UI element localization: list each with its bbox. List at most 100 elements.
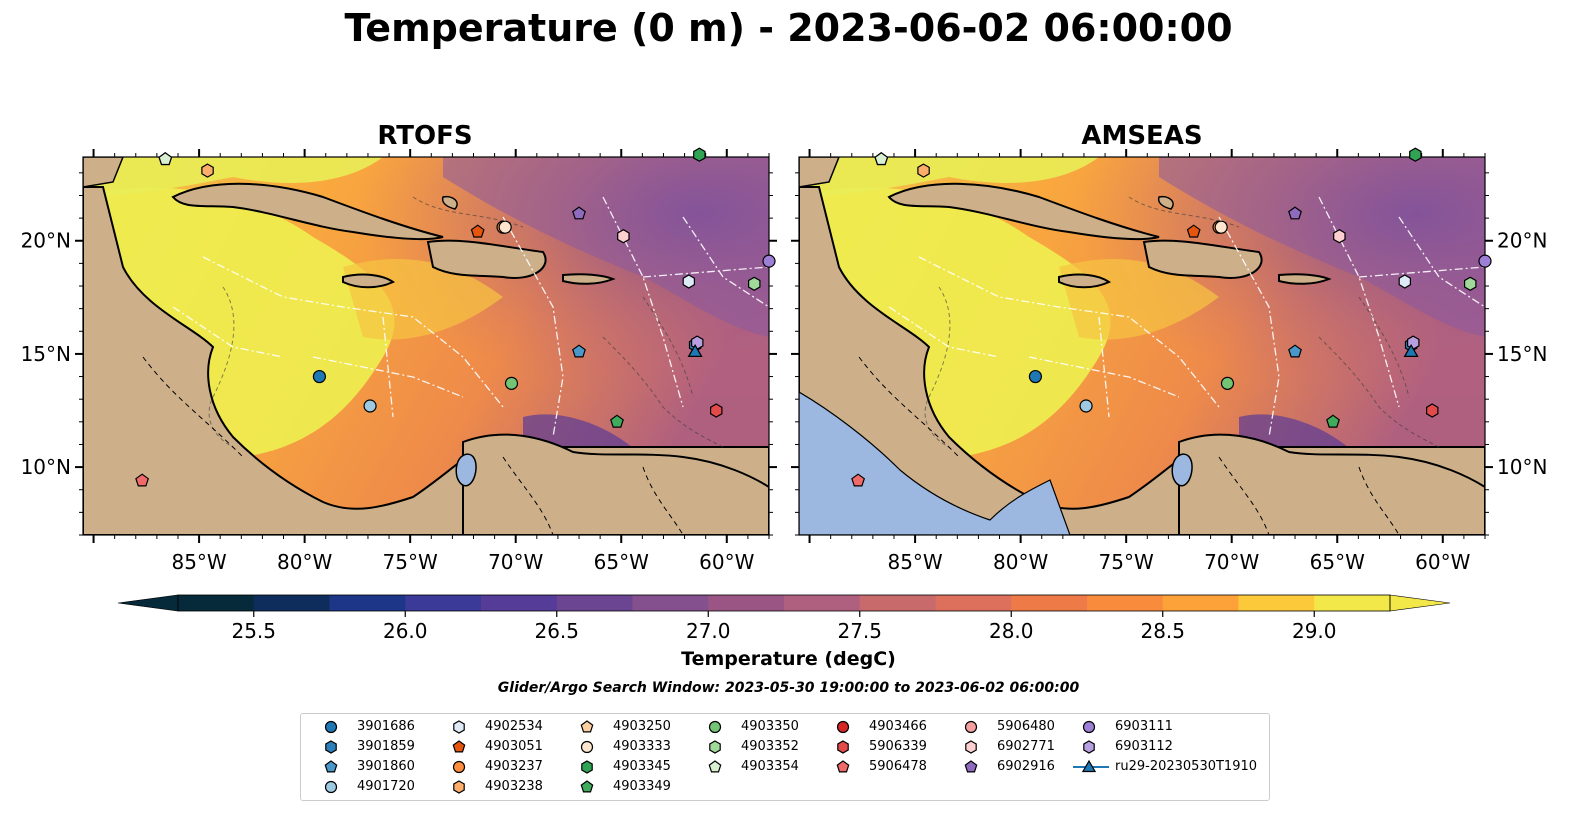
legend-label: 4903237 (485, 759, 543, 774)
colorbar-segment (1238, 595, 1315, 611)
legend-label: 4903345 (613, 759, 671, 774)
lat-tick-label: 10°N (1497, 455, 1547, 479)
legend-label: 6903111 (1115, 719, 1173, 734)
float-marker-4903352 (747, 276, 761, 291)
colorbar-segment (859, 595, 936, 611)
float-marker-ru29-20230530T1910 (687, 344, 703, 357)
colorbar-label: Temperature (degC) (681, 648, 896, 670)
lat-tick-label: 10°N (21, 455, 71, 479)
colorbar-segment (1314, 595, 1391, 611)
legend-label: 5906478 (869, 759, 927, 774)
lon-tick-label: 75°W (383, 550, 438, 574)
colorbar-segment (329, 595, 406, 611)
panel-title-amseas: AMSEAS (1081, 121, 1203, 151)
legend-label: 6903112 (1115, 739, 1173, 754)
lon-tick-label: 65°W (594, 550, 649, 574)
legend-label: 3901859 (357, 739, 415, 754)
float-marker-4901720 (363, 399, 377, 413)
lon-tick-label: 80°W (993, 550, 1048, 574)
colorbar: 25.5 26.0 26.5 27.0 27.5 28.0 28.5 29.0 (117, 594, 1451, 643)
colorbar-segment (1162, 595, 1239, 611)
lon-tick-label: 75°W (1099, 550, 1154, 574)
legend-label: 4903354 (741, 759, 799, 774)
float-markers (135, 147, 1492, 487)
float-marker-6903111 (762, 254, 776, 268)
legend-marker-icon (581, 760, 593, 774)
map-panel-rtofs (83, 157, 769, 535)
float-marker-4902534 (1398, 274, 1412, 289)
legend-marker-icon (580, 720, 594, 733)
colorbar-segment (935, 595, 1012, 611)
colorbar-tick-label: 26.0 (383, 619, 428, 643)
float-marker-4901720 (1079, 399, 1093, 413)
float-marker-6902771 (617, 229, 630, 244)
map-panel-amseas (799, 157, 1485, 535)
float-marker-4903051 (1186, 224, 1201, 238)
legend-marker-icon (708, 720, 722, 734)
search-window-text: Glider/Argo Search Window: 2023-05-30 19… (497, 680, 1080, 696)
legend-label: 3901686 (357, 719, 415, 734)
colorbar-extend-min (117, 594, 179, 612)
legend-label: 5906339 (869, 739, 927, 754)
legend-label: 4903051 (485, 739, 543, 754)
float-marker-6902916 (1288, 206, 1302, 220)
float-marker-3901860 (572, 344, 586, 358)
legend-label: 6902916 (997, 759, 1055, 774)
legend-marker-icon (709, 740, 721, 754)
legend-marker-icon (580, 740, 594, 754)
legend-label: 4903250 (613, 719, 671, 734)
legend-marker-icon (453, 720, 465, 734)
legend-marker-icon (965, 740, 977, 754)
float-marker-ru29-20230530T1910 (1403, 344, 1419, 357)
float-marker-5906478 (851, 473, 866, 487)
lat-tick-label: 20°N (1497, 229, 1547, 253)
lon-tick-label: 60°W (1415, 550, 1470, 574)
lat-tick-label: 20°N (21, 229, 71, 253)
float-marker-4903238 (201, 163, 214, 178)
legend-label: 4903466 (869, 719, 927, 734)
colorbar-tick-label: 28.5 (1140, 619, 1185, 643)
lon-tick-label: 70°W (1204, 550, 1259, 574)
legend-marker-icon (580, 780, 594, 793)
axis-ticks: 85°W 80°W 75°W 70°W 65°W 60°W 20°N 15°N 10°N 85°W… (21, 149, 1547, 574)
legend-label: 4901720 (357, 779, 415, 794)
colorbar-segment (405, 595, 482, 611)
lon-tick-label: 85°W (887, 550, 942, 574)
float-marker-4903349 (1326, 414, 1340, 428)
float-marker-4903349 (610, 414, 624, 428)
legend-label: 4903349 (613, 779, 671, 794)
legend-marker-icon (836, 720, 850, 734)
legend-marker-icon (1082, 720, 1096, 734)
legend-label: 4902534 (485, 719, 543, 734)
colorbar-segment (556, 595, 633, 611)
colorbar-segment (1087, 595, 1164, 611)
float-marker-4903345 (693, 147, 706, 162)
legend-marker-icon (708, 760, 722, 773)
colorbar-segment (784, 595, 861, 611)
colorbar-tick-label: 26.5 (534, 619, 579, 643)
colorbar-tick-label: 29.0 (1292, 619, 1337, 643)
lon-tick-label: 70°W (488, 550, 543, 574)
colorbar-segment (708, 595, 785, 611)
lon-tick-label: 65°W (1310, 550, 1365, 574)
float-marker-4903238 (917, 163, 930, 178)
legend-label: ru29-20230530T1910 (1115, 759, 1258, 774)
legend-marker-icon (1083, 740, 1095, 754)
float-marker-6903111 (1478, 254, 1492, 268)
colorbar-tick-label: 27.0 (686, 619, 731, 643)
legend-marker-icon (452, 740, 466, 753)
legend-marker-icon (1073, 759, 1109, 773)
colorbar-extend-max (1389, 594, 1451, 612)
float-marker-3901860 (1288, 344, 1302, 358)
lon-tick-label: 60°W (699, 550, 754, 574)
legend-label: 4903333 (613, 739, 671, 754)
float-marker-6902771 (1333, 229, 1346, 244)
float-marker-4903352 (1463, 276, 1477, 291)
colorbar-segment (632, 595, 709, 611)
panel-title-rtofs: RTOFS (377, 121, 473, 151)
float-marker-4903333 (1214, 220, 1228, 234)
legend-marker-icon (837, 740, 849, 754)
legend-label: 4903350 (741, 719, 799, 734)
lon-tick-label: 85°W (171, 550, 226, 574)
float-marker-4903051 (470, 224, 485, 238)
